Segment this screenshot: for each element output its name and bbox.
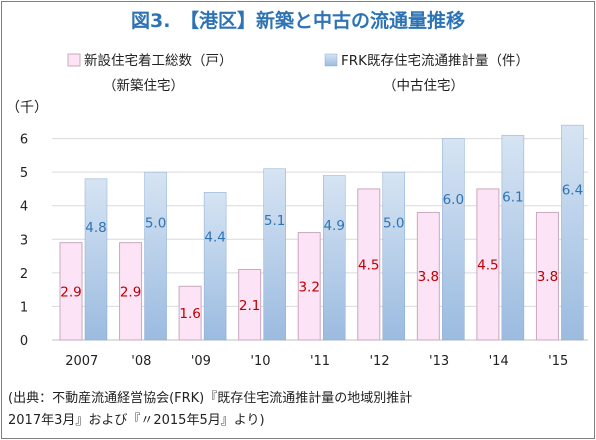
- bar-new-housing: [535, 211, 559, 341]
- chart-title: 図3. 【港区】新築と中古の流通量推移: [131, 9, 465, 32]
- y-tick-label: 5: [20, 166, 28, 181]
- bar-new-housing: [416, 211, 440, 341]
- legend-swatch-used: [324, 53, 338, 67]
- data-label-used: 5.0: [383, 216, 404, 232]
- source-note-line2: 2017年3月』および『〃2015年5月』より): [8, 413, 265, 428]
- data-label-new: 3.8: [537, 269, 558, 285]
- bars: [59, 124, 584, 341]
- source-note-line1: (出典：不動産流通経営協会(FRK)『既存住宅流通推計量の地域別推計: [8, 390, 412, 406]
- y-tick-label: 2: [20, 267, 28, 282]
- legend-sublabel-used: （中古住宅）: [383, 78, 464, 94]
- bar-used-housing: [144, 171, 167, 341]
- data-label-new: 3.8: [418, 269, 439, 285]
- data-label-new: 2.1: [239, 298, 260, 314]
- legend-label-new: 新設住宅着工総数（戸）: [84, 52, 233, 69]
- legend-sublabel-new: （新築住宅）: [103, 78, 184, 94]
- bar-new-housing: [59, 242, 83, 341]
- y-tick-label: 6: [20, 133, 28, 148]
- bar-used-housing: [84, 178, 108, 341]
- data-label-new: 2.9: [120, 284, 141, 300]
- bar-new-housing: [238, 269, 262, 341]
- bar-new-housing: [119, 242, 143, 341]
- x-axis-ticks: 2007 '08 '09 '10 '11 '12 '13 '14 '15: [65, 354, 568, 369]
- bar-new-housing: [297, 232, 321, 341]
- x-tick-label: '12: [369, 354, 389, 369]
- bar-used-housing: [561, 124, 584, 341]
- x-tick-label: '08: [131, 354, 151, 369]
- data-label-new: 2.9: [60, 284, 81, 300]
- y-axis-ticks: 0 1 2 3 4 5 6: [20, 133, 28, 349]
- data-label-new: 4.5: [477, 257, 498, 273]
- data-label-new: 1.6: [179, 306, 200, 322]
- bar-used-housing: [442, 138, 465, 341]
- x-tick-label: 2007: [65, 354, 98, 369]
- y-tick-label: 4: [20, 200, 28, 215]
- y-tick-label: 1: [20, 300, 28, 315]
- data-label-used: 5.0: [145, 216, 166, 232]
- x-tick-label: '15: [548, 354, 568, 369]
- bar-new-housing: [357, 188, 381, 341]
- y-tick-label: 3: [20, 233, 28, 248]
- bar-used-housing: [203, 192, 227, 341]
- data-labels: 2.9 4.8 2.9 5.0 1.6 4.4 2.1 5.1 3.2 4.9 4.5 5.0 3.8 6…: [60, 183, 583, 323]
- x-tick-label: '14: [489, 354, 509, 369]
- x-tick-label: '11: [310, 354, 330, 369]
- x-tick-label: '09: [191, 354, 211, 369]
- data-label-used: 6.4: [562, 183, 583, 199]
- x-tick-label: '10: [250, 354, 270, 369]
- data-label-used: 4.8: [85, 220, 106, 236]
- bar-used-housing: [382, 171, 406, 341]
- bar-used-housing: [263, 168, 286, 341]
- data-label-new: 4.5: [358, 257, 379, 273]
- data-label-used: 6.0: [443, 192, 464, 208]
- bar-used-housing: [501, 134, 525, 341]
- legend-label-used: FRK既存住宅流通推計量（件）: [341, 53, 529, 69]
- y-axis-unit-label: （千）: [6, 100, 48, 116]
- legend-swatch-new: [67, 53, 81, 67]
- data-label-used: 4.4: [204, 230, 225, 246]
- data-label-new: 3.2: [298, 279, 319, 295]
- data-label-used: 6.1: [502, 190, 523, 206]
- x-tick-label: '13: [429, 354, 449, 369]
- bar-new-housing: [178, 285, 202, 341]
- data-label-used: 5.1: [264, 213, 285, 229]
- data-label-used: 4.9: [323, 218, 344, 234]
- legend: 新設住宅着工総数（戸） （新築住宅） FRK既存住宅流通推計量（件） （中古住宅…: [67, 52, 529, 94]
- y-tick-label: 0: [20, 334, 28, 349]
- bar-new-housing: [476, 188, 500, 341]
- bar-used-housing: [322, 175, 346, 341]
